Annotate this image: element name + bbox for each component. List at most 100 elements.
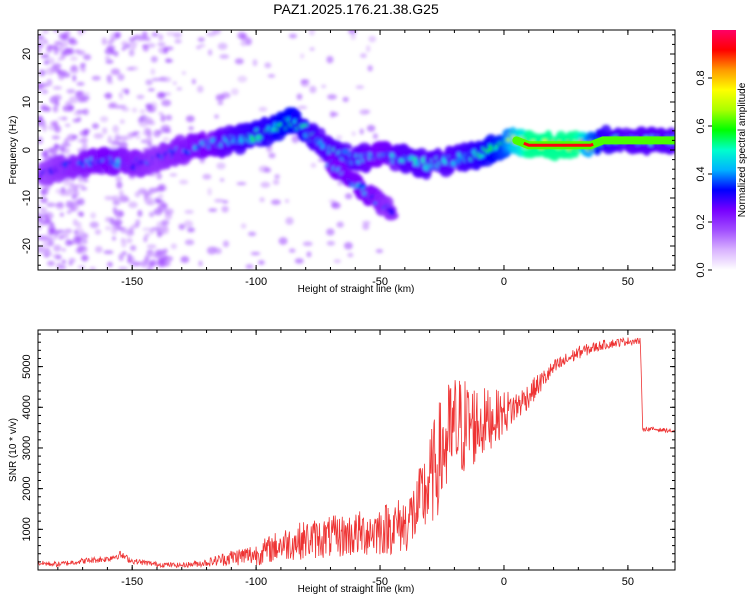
noise-blob — [56, 69, 63, 74]
noise-blob — [297, 105, 308, 110]
noise-blob — [119, 135, 129, 141]
y-tick-label: 0 — [21, 147, 33, 153]
y-tick-label: 4000 — [21, 395, 33, 419]
noise-blob — [344, 193, 353, 200]
noise-blob — [284, 199, 290, 203]
noise-blob — [127, 257, 132, 264]
noise-blob — [42, 125, 47, 132]
y-tick-label: 3000 — [21, 436, 33, 460]
noise-blob — [127, 253, 132, 259]
noise-blob — [219, 54, 230, 59]
noise-blob — [174, 39, 182, 44]
noise-blob — [143, 236, 148, 243]
noise-blob — [110, 140, 121, 146]
noise-blob — [62, 178, 71, 187]
noise-blob — [101, 37, 107, 46]
noise-blob — [49, 221, 55, 227]
noise-blob — [300, 53, 305, 59]
noise-blob — [89, 266, 96, 270]
noise-blob — [157, 42, 166, 47]
snr-x-axis-label: Height of straight line (km) — [298, 584, 415, 595]
secondary-ridge-core — [388, 209, 395, 216]
noise-blob — [348, 30, 357, 35]
noise-blob — [151, 77, 161, 82]
noise-blob — [270, 199, 281, 205]
noise-blob — [245, 37, 252, 46]
noise-blob — [107, 139, 112, 144]
noise-blob — [160, 114, 166, 123]
x-tick-label: -150 — [121, 576, 143, 588]
noise-blob — [65, 200, 73, 209]
noise-blob — [236, 182, 247, 186]
noise-blob — [309, 47, 315, 51]
noise-blob — [53, 244, 62, 252]
noise-blob — [153, 251, 162, 259]
noise-blob — [219, 178, 225, 182]
noise-blob — [93, 133, 104, 139]
noise-blob — [191, 78, 196, 85]
noise-blob — [252, 59, 258, 67]
noise-blob — [55, 254, 62, 260]
noise-blob — [161, 99, 172, 107]
x-tick-label: 50 — [622, 576, 634, 588]
noise-blob — [139, 109, 146, 114]
noise-blob — [90, 212, 96, 219]
noise-blob — [114, 32, 121, 39]
noise-blob — [55, 188, 63, 194]
noise-blob — [343, 242, 353, 250]
noise-blob — [144, 233, 150, 238]
noise-blob — [144, 196, 154, 205]
noise-blob — [68, 39, 78, 46]
noise-blob — [202, 173, 212, 180]
noise-blob — [105, 59, 114, 64]
colorbar-tick-label: 0.2 — [695, 214, 707, 229]
noise-blob — [51, 135, 60, 140]
noise-blob — [77, 265, 86, 269]
noise-blob — [106, 40, 114, 45]
noise-blob — [43, 186, 51, 190]
noise-blob — [347, 252, 354, 258]
noise-blob — [359, 109, 369, 115]
noise-blob — [135, 134, 141, 140]
noise-blob — [234, 58, 244, 65]
noise-blob — [61, 142, 69, 148]
noise-blob — [310, 162, 317, 168]
noise-blob — [104, 195, 115, 201]
noise-blob — [129, 245, 137, 251]
noise-blob — [137, 209, 143, 217]
x-tick-label: 50 — [622, 276, 634, 288]
noise-blob — [214, 114, 219, 119]
noise-blob — [126, 132, 134, 140]
noise-blob — [156, 221, 162, 230]
noise-blob — [117, 73, 125, 81]
noise-blob — [131, 107, 138, 113]
noise-blob — [83, 54, 92, 61]
noise-blob — [116, 226, 125, 231]
noise-blob — [44, 211, 54, 220]
x-tick-label: 0 — [501, 576, 507, 588]
noise-blob — [72, 190, 80, 197]
spectrogram-marks — [38, 30, 675, 270]
noise-blob — [54, 66, 61, 71]
noise-blob — [76, 247, 83, 255]
noise-blob — [156, 227, 165, 236]
noise-blob — [64, 123, 71, 127]
noise-blob — [164, 208, 174, 215]
noise-blob — [208, 208, 218, 212]
noise-blob — [65, 238, 72, 247]
noise-blob — [196, 85, 204, 93]
noise-blob — [163, 46, 174, 51]
y-tick-label: 1000 — [21, 517, 33, 541]
noise-blob — [156, 91, 166, 100]
noise-blob — [326, 55, 334, 64]
noise-blob — [321, 84, 327, 89]
noise-blob — [82, 238, 88, 245]
noise-blob — [258, 106, 268, 112]
noise-blob — [59, 191, 69, 197]
noise-blob — [150, 55, 158, 63]
noise-blob — [40, 197, 48, 204]
noise-blob — [82, 108, 89, 116]
noise-blob — [56, 262, 62, 270]
colorbar-tick-label: 0.4 — [695, 166, 707, 181]
colorbar-tick-label: 0.0 — [695, 262, 707, 277]
